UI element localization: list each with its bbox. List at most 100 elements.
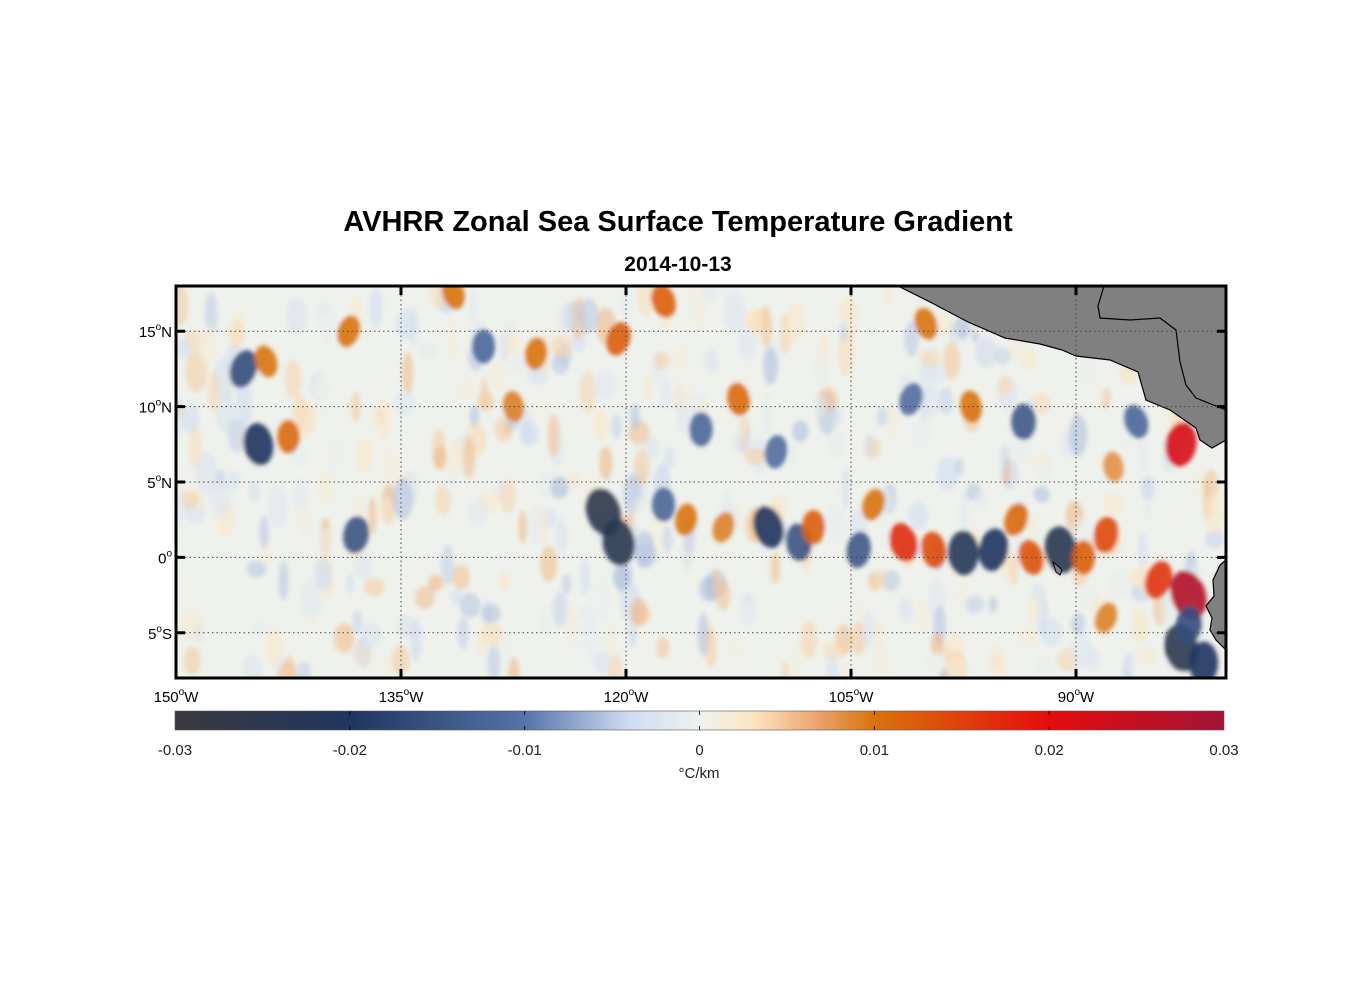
colorbar-tick-label: 0.02 [1035, 742, 1064, 759]
field-speckle [487, 645, 501, 678]
field-speckle [876, 406, 889, 427]
south-america-coast [1205, 559, 1226, 651]
field-speckle [508, 657, 520, 678]
field-speckle [611, 414, 622, 439]
field-speckle [739, 602, 754, 628]
field-speckle [925, 652, 946, 672]
field-speckle [813, 395, 828, 417]
field-speckle [456, 378, 478, 401]
lon-tick-label: 105oW [829, 687, 875, 706]
field-speckle [242, 653, 263, 678]
field-speckle [539, 604, 552, 637]
field-speckle [862, 609, 875, 651]
field-speckle [286, 297, 307, 335]
field-speckle [1125, 651, 1136, 674]
field-speckle [248, 480, 260, 503]
land-layer [897, 286, 1226, 651]
field-speckle [583, 619, 596, 653]
colorbar: -0.03 -0.02 -0.01 0 0.01 0.02 0.03 °C/km [158, 710, 1239, 782]
field-speckle [265, 626, 284, 666]
ocean-background [176, 286, 1226, 678]
lon-tick-label: 120oW [604, 687, 650, 706]
lat-tick-label: 5oN [147, 473, 172, 492]
map-panel: 150oW 135oW 120oW 105oW 90oW 15oN 10oN 5oN 0o 5oS [139, 284, 1228, 706]
gradient-feature [525, 337, 547, 370]
field-speckle [558, 302, 576, 334]
field-speckle [904, 321, 919, 357]
gradient-feature [1103, 451, 1124, 482]
field-speckle [1009, 554, 1019, 586]
gradient-feature [471, 329, 496, 364]
field-speckle [317, 313, 334, 332]
field-speckle [578, 298, 599, 334]
gradient-feature [606, 322, 631, 356]
field-speckle [433, 445, 447, 471]
field-speckle [210, 479, 232, 518]
field-speckle [1007, 390, 1016, 407]
field-speckle [1086, 374, 1107, 410]
field-speckle [292, 478, 308, 511]
field-speckle [946, 655, 966, 678]
field-speckle [636, 286, 654, 318]
field-speckle [176, 612, 195, 639]
gradient-feature [651, 487, 676, 522]
field-speckle [919, 385, 941, 417]
field-speckle [973, 489, 988, 510]
field-speckle [443, 472, 462, 492]
field-speckle [197, 325, 217, 367]
field-speckle [781, 660, 790, 678]
field-speckle [825, 653, 840, 678]
field-speckle [470, 289, 479, 325]
field-speckle [898, 597, 914, 623]
field-speckle [277, 662, 297, 678]
field-speckle [627, 621, 638, 648]
field-speckle [599, 446, 613, 480]
field-speckle [644, 436, 660, 460]
field-speckle [445, 447, 462, 475]
lon-tick-label: 135oW [379, 687, 425, 706]
gradient-feature [889, 523, 918, 562]
field-speckle [594, 651, 611, 675]
field-speckle [1074, 583, 1096, 609]
field-speckle [762, 394, 772, 437]
field-speckle [354, 494, 366, 521]
field-speckle [316, 528, 337, 564]
central-america-landmass [897, 286, 1226, 449]
field-speckle [228, 418, 247, 453]
field-speckle [459, 592, 481, 619]
field-speckle [500, 310, 520, 337]
field-speckle [697, 612, 709, 657]
gradient-feature [602, 518, 635, 566]
field-speckle [886, 404, 900, 444]
gradient-feature [442, 286, 465, 310]
field-speckle [471, 532, 491, 561]
field-speckle [912, 417, 932, 447]
field-speckle [518, 510, 527, 544]
field-speckle [663, 445, 675, 469]
lat-tick-label: 0o [158, 548, 172, 567]
gradient-feature [277, 420, 300, 454]
gradient-feature [1093, 516, 1119, 553]
field-speckle [229, 320, 245, 349]
field-speckle [875, 569, 886, 591]
field-speckle [731, 500, 746, 534]
field-speckle [595, 369, 617, 400]
gradient-feature [651, 286, 676, 318]
gradient-feature [337, 315, 360, 347]
field-speckle [428, 574, 443, 592]
field-speckle [418, 342, 439, 360]
field-speckle [363, 578, 385, 597]
field-speckle [881, 570, 901, 591]
field-speckle [592, 409, 610, 441]
field-speckle [368, 496, 377, 535]
field-speckle [683, 381, 694, 413]
field-speckle [605, 626, 619, 659]
field-speckle [379, 443, 394, 463]
gradient-feature [727, 382, 750, 416]
colorbar-tick-label: 0.01 [860, 742, 889, 759]
field-speckle [1027, 515, 1037, 534]
gradient-feature [846, 531, 871, 568]
field-speckle [317, 445, 335, 464]
field-speckle [662, 525, 674, 553]
